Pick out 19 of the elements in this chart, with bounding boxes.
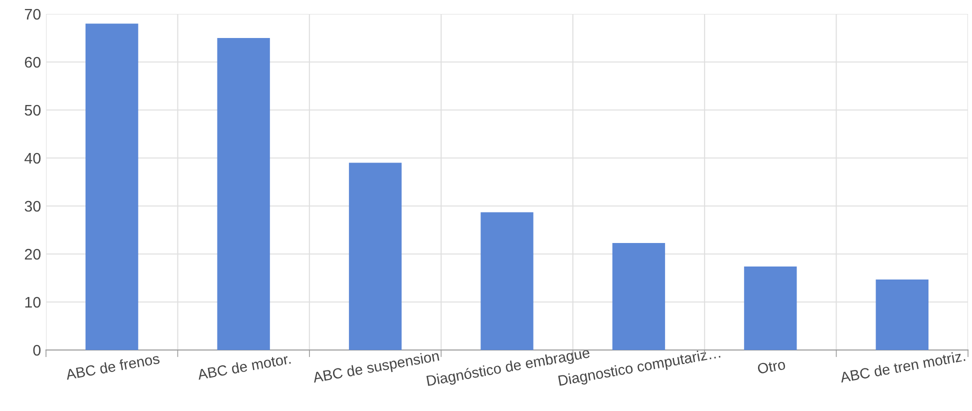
bar bbox=[217, 38, 270, 350]
y-tick-label: 20 bbox=[24, 248, 41, 260]
y-tick-label: 60 bbox=[24, 56, 41, 68]
y-tick-label: 10 bbox=[25, 296, 41, 308]
bar bbox=[348, 162, 402, 350]
y-tick-label: 50 bbox=[24, 104, 41, 116]
x-tick-label: Otro bbox=[757, 359, 786, 374]
bar bbox=[86, 24, 138, 350]
x-tick-label: ABC de frenos bbox=[65, 352, 160, 380]
y-tick-label: 70 bbox=[24, 8, 41, 20]
bar bbox=[744, 266, 797, 350]
x-tick-label: ABC de motor. bbox=[196, 353, 291, 380]
y-tick-label: 0 bbox=[33, 344, 41, 356]
bar bbox=[480, 212, 534, 350]
y-tick-label: 30 bbox=[24, 200, 41, 212]
bar bbox=[612, 242, 666, 350]
y-tick-label: 40 bbox=[24, 152, 41, 164]
bar bbox=[876, 279, 928, 350]
x-tick-label: ABC de tren motriz. bbox=[840, 350, 966, 383]
